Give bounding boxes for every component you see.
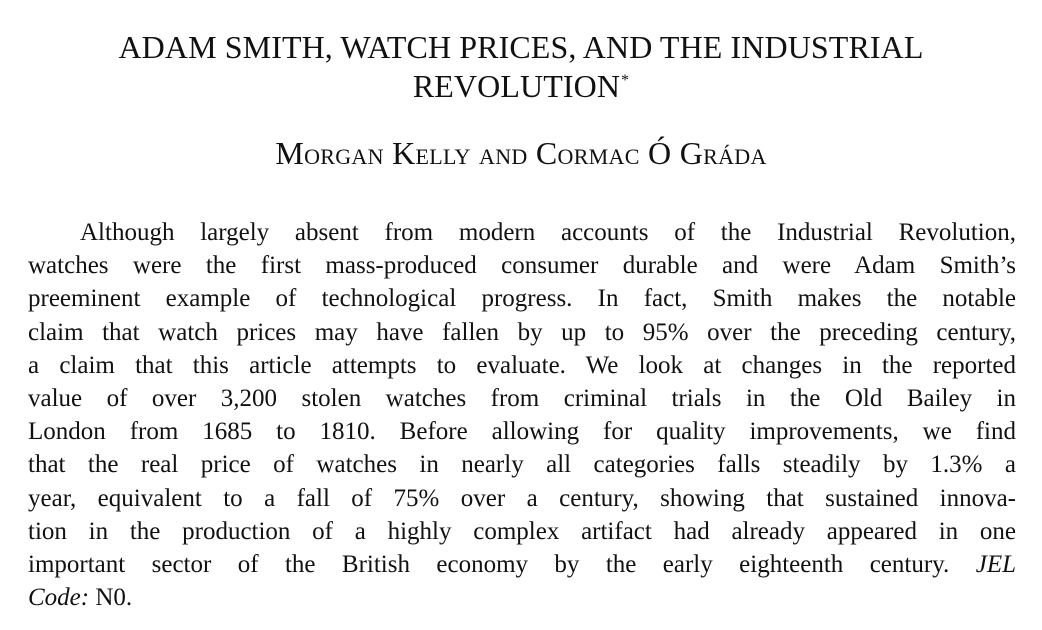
jel-label-part1: JEL	[975, 550, 1016, 578]
abstract-line: a claim that this article attempts to ev…	[28, 351, 1016, 379]
abstract-line: London from 1685 to 1810. Before allowin…	[28, 418, 1016, 446]
abstract-line: tion in the production of a highly compl…	[28, 517, 1016, 545]
abstract-line: year, equivalent to a fall of 75% over a…	[28, 484, 1016, 512]
abstract-line: value of over 3,200 stolen watches from …	[28, 384, 1016, 412]
jel-label-part2: Code:	[28, 584, 90, 612]
paper-title-line-1: ADAM SMITH, WATCH PRICES, AND THE INDUST…	[118, 29, 924, 65]
abstract-line: preeminent example of technological prog…	[28, 285, 1016, 313]
abstract-line: Although largely absent from modern acco…	[80, 219, 1016, 246]
abstract-line-with-jel: important sector of the British economy …	[28, 548, 1016, 581]
abstract-line: claim that watch prices may have fallen …	[28, 318, 1016, 346]
abstract: Although largely absent from modern acco…	[28, 216, 1016, 614]
abstract-line: watches were the first mass-produced con…	[28, 252, 1016, 280]
paper-title-text: REVOLUTION	[412, 68, 621, 104]
jel-code: N0.	[95, 584, 133, 612]
paper-authors: Morgan Kelly and Cormac Ó Gráda	[275, 135, 767, 171]
paper-title-line-2: REVOLUTION*	[0, 67, 1042, 106]
abstract-line-text: important sector of the British economy …	[28, 550, 950, 578]
abstract-line: that the real price of watches in nearly…	[28, 451, 1016, 479]
abstract-jel-line: Code: N0.	[28, 581, 1016, 614]
title-footnote-mark[interactable]: *	[621, 72, 630, 89]
